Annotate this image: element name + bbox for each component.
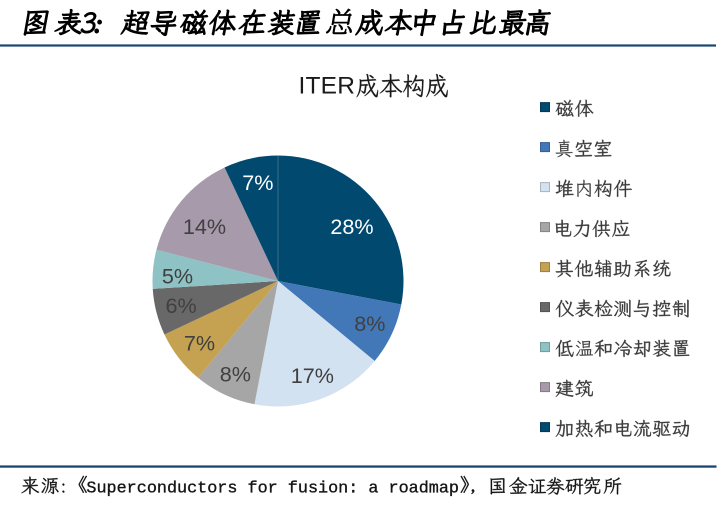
- svg-text:17%: 17%: [291, 363, 334, 388]
- svg-text:5%: 5%: [162, 263, 193, 288]
- svg-text:8%: 8%: [220, 361, 251, 386]
- svg-text:Superconductors for fusion: a: Superconductors for fusion: a roadmap: [86, 479, 459, 498]
- svg-text:ITER: ITER: [299, 73, 356, 100]
- svg-text:14%: 14%: [183, 214, 226, 239]
- svg-text:28%: 28%: [330, 214, 373, 239]
- svg-text:7%: 7%: [184, 331, 215, 356]
- svg-text:7%: 7%: [242, 170, 273, 195]
- svg-text:8%: 8%: [354, 311, 385, 336]
- svg-text:6%: 6%: [165, 293, 196, 318]
